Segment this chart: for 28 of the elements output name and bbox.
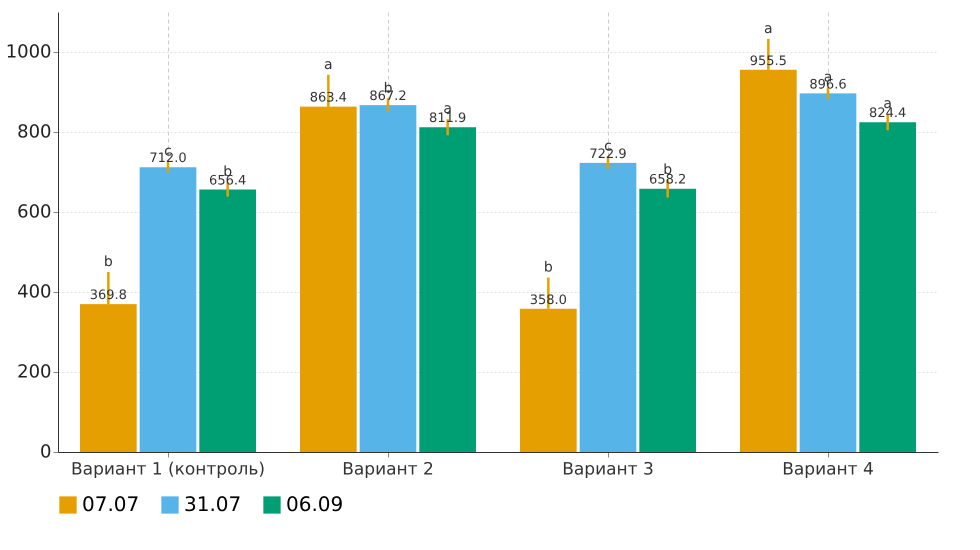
annotation: b [544, 260, 553, 276]
bar [140, 167, 196, 452]
x-tick-label: Вариант 4 [782, 460, 874, 480]
bar [639, 188, 696, 452]
y-tick-label: 400 [17, 282, 52, 302]
y-tick-label: 600 [17, 202, 52, 222]
x-tick-label: Вариант 3 [562, 460, 654, 480]
bar [859, 122, 916, 452]
bar [360, 105, 416, 452]
bar [199, 189, 256, 452]
bar [419, 127, 476, 452]
legend-label: 07.07 [82, 492, 140, 516]
data-label: 824.4 [869, 106, 906, 122]
annotation: b [104, 254, 113, 270]
x-tick-label: Вариант 1 (контроль) [70, 460, 266, 480]
x-tick-label: Вариант 2 [342, 460, 434, 480]
y-tick-label: 200 [17, 362, 52, 382]
annotation: a [324, 56, 333, 73]
legend-label: 31.07 [184, 492, 242, 516]
bar [580, 162, 636, 452]
y-tick-label: 800 [17, 122, 52, 142]
data-label: 656.4 [209, 173, 246, 188]
data-label: 811.9 [429, 111, 466, 126]
y-tick-label: 0 [40, 442, 52, 462]
y-tick-label: 1000 [6, 42, 52, 62]
annotation: a [764, 20, 773, 37]
legend-label: 06.09 [286, 492, 344, 516]
bar [800, 93, 856, 452]
